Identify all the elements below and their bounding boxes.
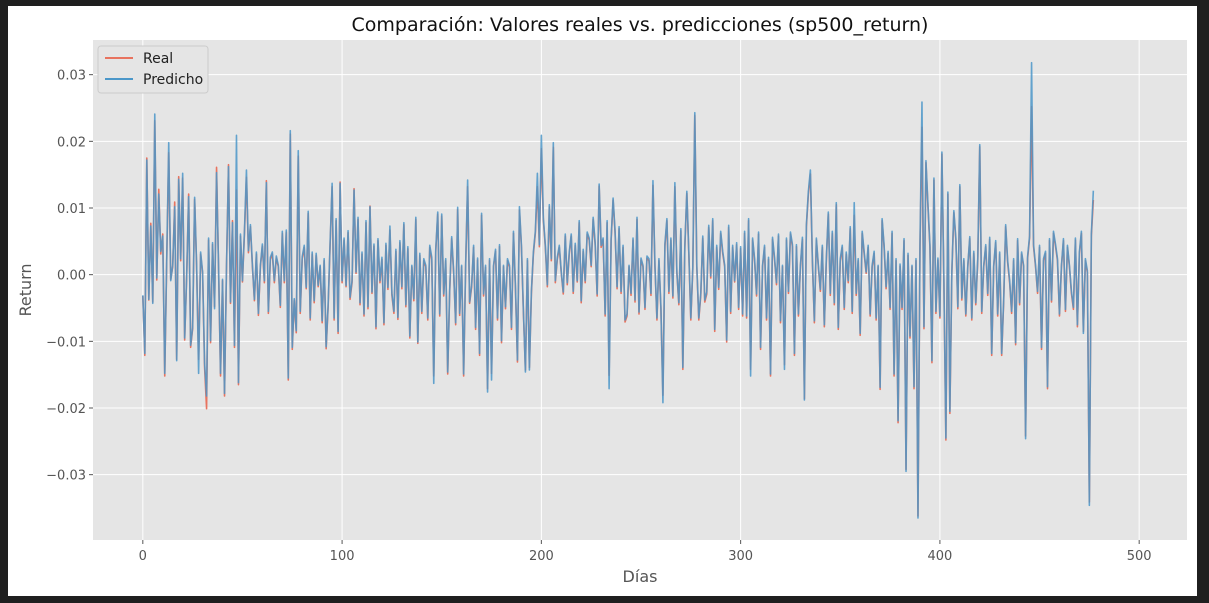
y-tick-label: 0.03: [57, 69, 86, 84]
y-tick-label: 0.02: [57, 135, 86, 150]
chart-title: Comparación: Valores reales vs. predicci…: [352, 14, 929, 36]
y-tick-label: 0.01: [57, 202, 86, 217]
y-tick-label: −0.02: [46, 402, 86, 417]
y-tick-label: −0.01: [46, 335, 86, 350]
x-tick-label: 300: [728, 549, 753, 564]
legend-label-predicho: Predicho: [143, 72, 203, 88]
legend-label-real: Real: [143, 51, 173, 67]
y-axis-label: Return: [16, 263, 35, 316]
chart-figure: 0 100 200 300 400 500 −0.03 −0.02 −0.01 0.00 0.01…: [8, 6, 1197, 596]
x-tick-label: 500: [1127, 549, 1152, 564]
y-tick-label: 0.00: [57, 269, 86, 284]
y-tick-label: −0.03: [46, 469, 86, 484]
x-tick-label: 0: [139, 549, 147, 564]
x-tick-label: 100: [330, 549, 355, 564]
x-axis-label: Días: [623, 567, 658, 586]
x-axis-ticks: 0 100 200 300 400 500: [139, 540, 1152, 564]
series-line-predicho: [142, 61, 1095, 519]
y-axis-ticks: −0.03 −0.02 −0.01 0.00 0.01 0.02 0.03: [46, 69, 93, 484]
line-chart: 0 100 200 300 400 500 −0.03 −0.02 −0.01 0.00 0.01…: [16, 14, 1187, 586]
legend: Real Predicho: [97, 45, 209, 94]
x-tick-label: 400: [927, 549, 952, 564]
series-lines: [142, 61, 1095, 519]
x-tick-label: 200: [529, 549, 554, 564]
